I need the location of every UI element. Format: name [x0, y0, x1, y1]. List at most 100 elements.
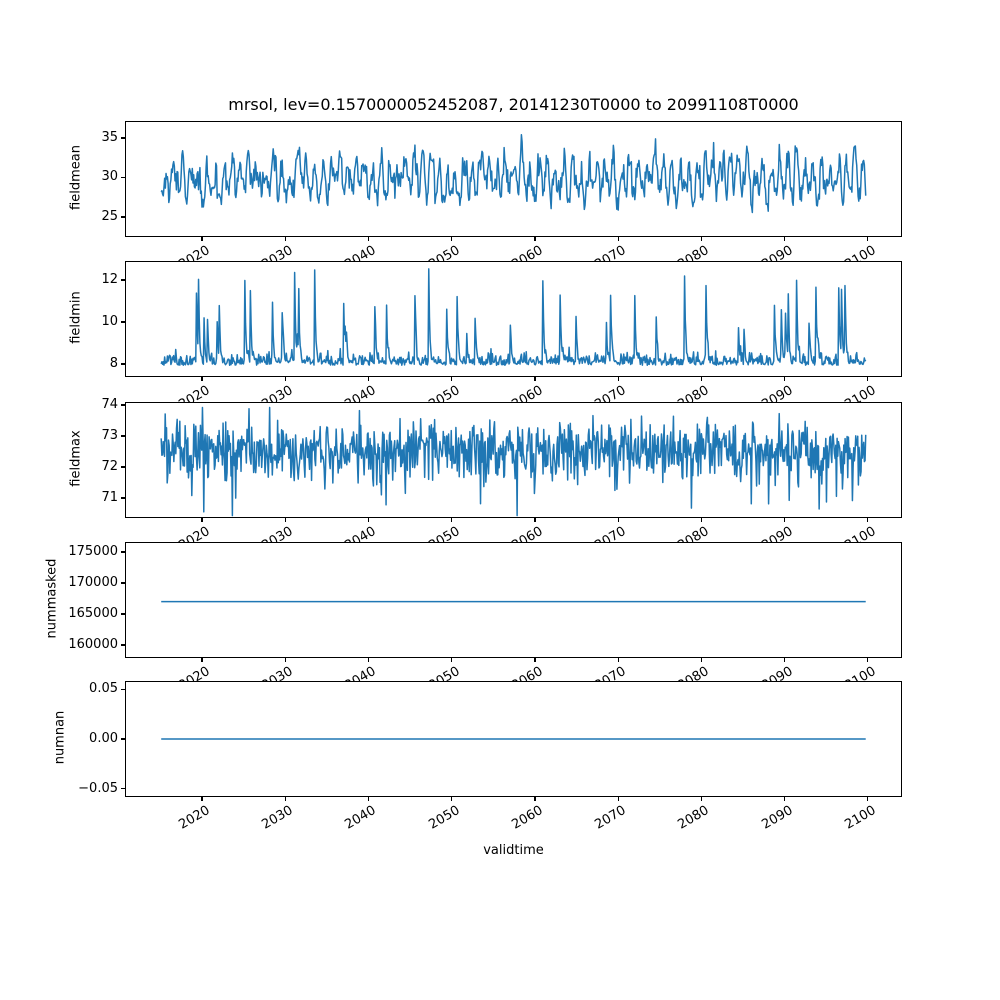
- x-tick-mark: [534, 658, 536, 662]
- subplot-fieldmax: fieldmax 71 72 73 74 2020 2030 2040 2050 2060 2070…: [0, 397, 1000, 554]
- x-tick-mark: [784, 797, 786, 801]
- y-tick-label: 25: [101, 209, 118, 224]
- x-tick-mark: [617, 237, 619, 241]
- x-tick-mark: [867, 237, 869, 241]
- y-tick-mark: [121, 363, 125, 365]
- y-tick-label: 165000: [68, 605, 118, 621]
- x-tick-mark: [617, 797, 619, 801]
- x-tick-mark: [201, 658, 203, 662]
- line-plot-fieldmin: [160, 268, 867, 367]
- y-tick-mark: [121, 279, 125, 281]
- series-fieldmax: [160, 406, 867, 517]
- x-tick-mark: [700, 237, 702, 241]
- x-tick-mark: [867, 377, 869, 381]
- x-tick-label: 2050: [426, 803, 463, 833]
- x-tick-mark: [700, 518, 702, 522]
- line-plot-fieldmean: [160, 134, 867, 214]
- series-fieldmean: [160, 134, 867, 214]
- y-tick-mark: [121, 613, 125, 615]
- x-tick-mark: [201, 237, 203, 241]
- y-tick-label: 0.05: [89, 681, 118, 697]
- y-tick-mark: [121, 404, 125, 406]
- subplot-numnan: numnan −0.05 0.00 0.05 2020 2030 2040 2050 2060 2…: [0, 681, 1000, 833]
- subplot-nummasked: nummasked 160000 165000 170000 175000 2020 203…: [0, 542, 1000, 694]
- x-tick-mark: [367, 237, 370, 241]
- x-tick-label: 2040: [342, 803, 379, 833]
- x-tick-mark: [201, 377, 203, 381]
- x-tick-label: 2060: [509, 803, 546, 833]
- y-tick-mark: [121, 176, 125, 179]
- y-tick-mark: [121, 497, 125, 499]
- x-tick-mark: [284, 518, 286, 522]
- x-tick-mark: [451, 377, 453, 381]
- y-tick-label: 170000: [68, 574, 118, 590]
- y-tick-mark: [121, 688, 125, 690]
- x-tick-mark: [534, 797, 536, 801]
- x-tick-label: 2070: [592, 803, 629, 833]
- x-tick-mark: [534, 237, 536, 241]
- x-tick-mark: [201, 518, 203, 522]
- x-tick-mark: [367, 377, 370, 381]
- x-tick-label: 2030: [259, 803, 296, 833]
- y-tick-label: 175000: [68, 544, 118, 559]
- x-tick-mark: [284, 237, 286, 241]
- chart-title: mrsol, lev=0.1570000052452087, 20141230T…: [228, 95, 799, 114]
- subplot-fieldmean: fieldmean 25 30 35 2020 2030 2040 2050 2060 2070 2…: [0, 121, 1000, 273]
- y-tick-label: 72: [101, 459, 118, 474]
- x-tick-mark: [867, 797, 869, 801]
- x-tick-mark: [284, 797, 286, 801]
- y-tick-mark: [121, 137, 125, 139]
- x-tick-mark: [700, 658, 702, 662]
- x-tick-mark: [534, 377, 536, 381]
- x-tick-mark: [867, 658, 869, 662]
- axes-nummasked: [125, 542, 902, 658]
- x-tick-mark: [700, 377, 702, 381]
- x-tick-label: 2080: [675, 803, 712, 833]
- x-tick-mark: [534, 518, 536, 522]
- y-tick-label: 12: [101, 272, 118, 287]
- x-tick-mark: [284, 377, 286, 381]
- x-tick-mark: [367, 658, 370, 662]
- axes-numnan: [125, 681, 902, 797]
- x-tick-mark: [617, 658, 619, 662]
- y-tick-mark: [121, 435, 125, 437]
- line-plot-fieldmax: [160, 406, 867, 517]
- line-plot-numnan: [161, 738, 866, 740]
- y-tick-label: 30: [101, 169, 118, 185]
- y-tick-mark: [121, 216, 125, 218]
- x-tick-mark: [451, 658, 453, 662]
- axes-fieldmean: [125, 121, 902, 237]
- x-tick-mark: [451, 237, 453, 241]
- y-tick-mark: [121, 466, 125, 468]
- x-tick-mark: [784, 377, 786, 381]
- y-tick-label: 73: [101, 428, 118, 443]
- x-tick-mark: [617, 518, 619, 522]
- line-plot-nummasked: [161, 600, 866, 603]
- axes-fieldmin: [125, 261, 902, 377]
- y-tick-mark: [121, 321, 125, 323]
- axes-fieldmax: [125, 402, 902, 518]
- x-tick-mark: [784, 237, 786, 241]
- y-tick-label: −0.05: [78, 780, 118, 796]
- y-tick-label: 0.00: [89, 731, 118, 746]
- x-tick-mark: [367, 518, 370, 522]
- y-tick-mark: [121, 788, 125, 790]
- y-tick-label: 74: [101, 397, 118, 413]
- x-tick-label: 2090: [758, 803, 796, 833]
- y-tick-label: 8: [109, 356, 118, 371]
- y-tick-mark: [121, 738, 125, 740]
- y-tick-label: 71: [101, 490, 118, 505]
- y-axis-label-nummasked: nummasked: [44, 558, 60, 639]
- x-tick-mark: [284, 658, 286, 662]
- series-fieldmin: [160, 268, 867, 367]
- x-tick-label: 2100: [842, 803, 879, 833]
- y-tick-mark: [121, 551, 125, 553]
- y-tick-mark: [121, 644, 125, 646]
- y-tick-label: 160000: [68, 636, 118, 652]
- x-tick-mark: [700, 797, 702, 801]
- x-tick-mark: [784, 658, 786, 662]
- x-tick-mark: [367, 797, 370, 801]
- x-tick-mark: [867, 518, 869, 522]
- x-tick-mark: [201, 797, 203, 801]
